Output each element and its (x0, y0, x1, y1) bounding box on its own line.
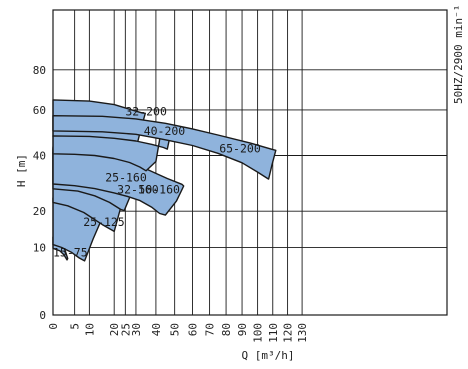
x-tick-label: 120 (282, 323, 295, 343)
region-label-15-75: 15-75 (53, 246, 88, 260)
region-label-25-160: 25-160 (105, 170, 147, 184)
region-label-32-200: 32-200 (125, 105, 167, 119)
x-tick-label: 25 (119, 323, 132, 336)
x-tick-label: 30 (130, 323, 143, 336)
x-tick-label: 20 (108, 323, 121, 336)
plot-frame (52, 9, 448, 316)
x-tick-label: 130 (296, 323, 309, 343)
x-axis-title: Q [m³/h] (242, 349, 295, 362)
x-tick-label: 110 (267, 323, 280, 343)
x-tick-label: 40 (150, 323, 163, 336)
x-tick-label: 70 (204, 323, 217, 336)
y-tick-label: 0 (39, 309, 46, 322)
y-tick-label: 20 (33, 205, 46, 218)
region-label-40-200: 40-200 (144, 124, 186, 138)
speed-annotation: 50HZ/2900 min⁻¹ (452, 5, 465, 104)
region-label-50-160: 50-160 (138, 182, 180, 196)
x-tick-label: 50 (169, 323, 182, 336)
region-label-25-125: 25-125 (83, 215, 125, 229)
x-tick-label: 0 (47, 323, 60, 330)
x-tick-label: 10 (83, 323, 96, 336)
y-tick-label: 10 (33, 241, 46, 254)
x-tick-label: 5 (69, 323, 82, 330)
region-label-65-200: 65-200 (219, 141, 261, 155)
y-tick-label: 60 (33, 104, 46, 117)
x-tick-label: 90 (236, 323, 249, 336)
region-label-32-160: 32-160 (117, 182, 159, 196)
plot-border (52, 9, 448, 316)
region-65-200 (52, 114, 277, 180)
y-tick-label: 80 (33, 64, 46, 77)
y-tick-label: 40 (33, 149, 46, 162)
x-tick-label: 80 (220, 323, 233, 336)
y-axis-title: H [m] (15, 154, 28, 187)
regions-layer (52, 99, 277, 262)
x-tick-label: 100 (252, 323, 265, 343)
x-tick-label: 60 (186, 323, 199, 336)
